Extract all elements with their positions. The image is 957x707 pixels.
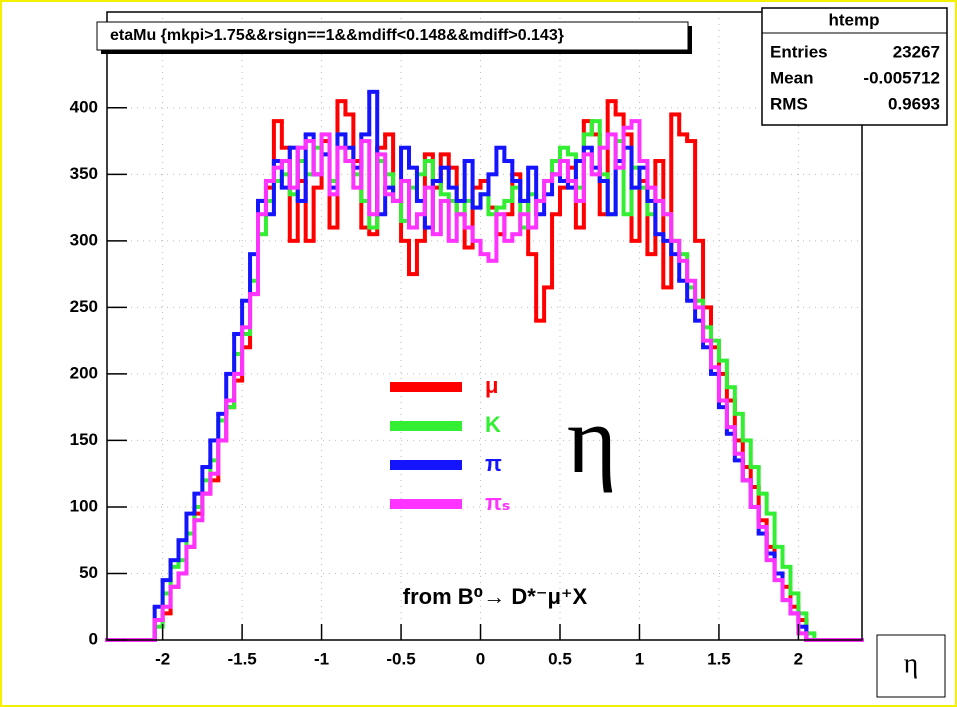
y-tick-label: 150	[70, 430, 98, 449]
stats-label: Entries	[770, 42, 828, 61]
chart-title: etaMu {mkpi>1.75&&rsign==1&&mdiff<0.148&…	[110, 27, 564, 44]
x-tick-label: 1.5	[707, 649, 731, 668]
y-tick-label: 0	[89, 629, 98, 648]
stats-title: htemp	[829, 10, 880, 29]
x-tick-label: 0	[476, 649, 485, 668]
x-axis-label: η	[904, 648, 919, 679]
x-tick-label: -2	[155, 649, 170, 668]
y-tick-label: 350	[70, 164, 98, 183]
x-tick-label: -0.5	[386, 649, 415, 668]
x-tick-label: 2	[794, 649, 803, 668]
y-tick-label: 200	[70, 363, 98, 382]
x-tick-label: 1	[635, 649, 644, 668]
x-tick-label: -1.5	[227, 649, 256, 668]
stats-value: 0.9693	[888, 94, 940, 113]
stats-label: RMS	[770, 94, 808, 113]
y-tick-label: 250	[70, 297, 98, 316]
stats-box	[761, 7, 948, 126]
x-tick-label: 0.5	[548, 649, 572, 668]
legend-label: μ	[485, 373, 498, 398]
annotation-decay: from B⁰→ D*⁻μ⁺X	[403, 584, 588, 609]
legend-label: πₛ	[485, 490, 510, 515]
x-tick-label: -1	[314, 649, 329, 668]
y-tick-label: 300	[70, 230, 98, 249]
y-tick-label: 400	[70, 97, 98, 116]
y-tick-label: 100	[70, 496, 98, 515]
stats-label: Mean	[770, 68, 813, 87]
stats-value: -0.005712	[863, 68, 940, 87]
y-tick-label: 50	[79, 563, 98, 582]
legend-label: π	[485, 451, 502, 476]
plot-frame	[106, 11, 863, 641]
stats-rows: Entries 23267 Mean -0.005712 RMS 0.9693	[770, 42, 940, 113]
legend-label: K	[485, 412, 501, 437]
stats-value: 23267	[893, 42, 940, 61]
x-label-box	[876, 634, 946, 698]
title-box	[96, 21, 689, 51]
legend: μKπ πₛ	[390, 373, 510, 515]
axes: 0 50 100 150 200 250 300 350 400 -2 -1.5 -1 -0.5 0 0.5…	[70, 97, 804, 668]
annotation-eta: η	[567, 386, 617, 493]
